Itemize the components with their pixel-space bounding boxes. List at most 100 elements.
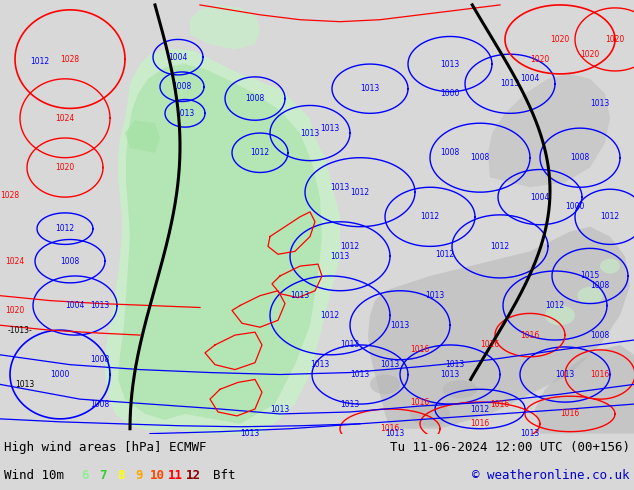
Polygon shape — [125, 120, 160, 153]
Text: 1012: 1012 — [470, 405, 489, 414]
Text: 1004: 1004 — [521, 74, 540, 83]
Text: 1024: 1024 — [5, 257, 25, 266]
Text: 1008: 1008 — [470, 153, 489, 162]
Text: 1013: 1013 — [360, 84, 380, 93]
Text: 1012: 1012 — [55, 224, 75, 233]
Text: 1013: 1013 — [340, 341, 359, 349]
Polygon shape — [118, 64, 322, 424]
Text: 1013: 1013 — [351, 370, 370, 379]
Text: 1008: 1008 — [91, 355, 110, 364]
Text: 1012: 1012 — [250, 148, 269, 157]
Text: 1020: 1020 — [550, 35, 569, 44]
Text: 1016: 1016 — [490, 399, 510, 409]
Text: 1000: 1000 — [440, 89, 460, 98]
Text: 1012: 1012 — [320, 311, 340, 320]
Text: 1013: 1013 — [15, 380, 35, 389]
Text: 1013: 1013 — [270, 405, 290, 414]
Text: -1013-: -1013- — [8, 326, 32, 335]
Text: 1013: 1013 — [441, 370, 460, 379]
Text: 1008: 1008 — [590, 281, 610, 290]
Text: 1000: 1000 — [566, 202, 585, 212]
Ellipse shape — [578, 287, 602, 305]
Text: 9: 9 — [135, 469, 143, 482]
Text: 1013: 1013 — [441, 60, 460, 69]
Text: 1015: 1015 — [580, 271, 600, 280]
Text: Tu 11-06-2024 12:00 UTC (00+156): Tu 11-06-2024 12:00 UTC (00+156) — [390, 441, 630, 454]
Text: 1008: 1008 — [245, 94, 264, 103]
Text: Wind 10m: Wind 10m — [4, 469, 64, 482]
Text: 1028: 1028 — [1, 191, 20, 199]
Text: 1020: 1020 — [580, 49, 600, 59]
Text: 1013: 1013 — [555, 370, 574, 379]
Text: Bft: Bft — [213, 469, 235, 482]
Text: 1012: 1012 — [340, 242, 359, 251]
Text: 1004: 1004 — [530, 193, 550, 201]
Text: 1013: 1013 — [301, 128, 320, 138]
Text: 1012: 1012 — [30, 57, 49, 66]
Text: 10: 10 — [150, 469, 164, 482]
Text: 1004: 1004 — [65, 301, 85, 310]
Text: 1008: 1008 — [60, 257, 80, 266]
Text: 1013: 1013 — [176, 109, 195, 118]
Text: 1016: 1016 — [560, 410, 579, 418]
Text: 1016: 1016 — [481, 341, 500, 349]
Text: 1008: 1008 — [172, 82, 191, 91]
Text: 1016: 1016 — [470, 419, 489, 428]
Text: 1020: 1020 — [5, 306, 25, 315]
Polygon shape — [190, 5, 260, 49]
Text: 1012: 1012 — [491, 242, 510, 251]
Ellipse shape — [545, 306, 575, 325]
Text: 1013: 1013 — [391, 321, 410, 330]
Ellipse shape — [410, 402, 450, 426]
Text: 12: 12 — [186, 469, 200, 482]
Text: 1016: 1016 — [380, 424, 399, 433]
Text: 1013: 1013 — [290, 291, 309, 300]
Text: 1004: 1004 — [168, 52, 188, 62]
Text: 1016: 1016 — [521, 331, 540, 340]
Text: 6: 6 — [81, 469, 89, 482]
Text: © weatheronline.co.uk: © weatheronline.co.uk — [472, 469, 630, 482]
Text: 1008: 1008 — [441, 148, 460, 157]
Text: 7: 7 — [100, 469, 107, 482]
Text: 1008: 1008 — [91, 399, 110, 409]
Text: 1013: 1013 — [330, 183, 349, 192]
Text: 1028: 1028 — [60, 54, 79, 64]
Text: 1016: 1016 — [410, 397, 430, 407]
Text: 8: 8 — [117, 469, 125, 482]
Text: 1013: 1013 — [340, 399, 359, 409]
Text: 1008: 1008 — [571, 153, 590, 162]
Text: 11: 11 — [167, 469, 183, 482]
Text: 1013: 1013 — [521, 429, 540, 438]
Text: 1013: 1013 — [385, 429, 404, 438]
Text: 1020: 1020 — [55, 163, 75, 172]
Text: 1020: 1020 — [605, 35, 624, 44]
Text: 1013: 1013 — [240, 429, 260, 438]
Text: 1013: 1013 — [380, 360, 399, 369]
Text: 1012: 1012 — [420, 212, 439, 221]
Text: 1013: 1013 — [320, 123, 340, 133]
Ellipse shape — [443, 380, 477, 398]
Text: 1016: 1016 — [410, 345, 430, 354]
Text: 1013: 1013 — [445, 360, 465, 369]
Text: 1000: 1000 — [50, 370, 70, 379]
Text: 1013: 1013 — [425, 291, 444, 300]
Text: 1012: 1012 — [351, 188, 370, 196]
Text: High wind areas [hPa] ECMWF: High wind areas [hPa] ECMWF — [4, 441, 207, 454]
Polygon shape — [368, 227, 630, 429]
Text: 1012: 1012 — [436, 250, 455, 259]
Text: 1012: 1012 — [545, 301, 564, 310]
Text: 1013: 1013 — [311, 360, 330, 369]
Ellipse shape — [370, 374, 400, 394]
Text: 1013: 1013 — [500, 79, 520, 88]
Text: 1016: 1016 — [590, 370, 610, 379]
Text: 1024: 1024 — [55, 114, 75, 123]
Polygon shape — [488, 74, 610, 187]
Polygon shape — [535, 345, 634, 434]
Ellipse shape — [600, 259, 620, 273]
Text: 1008: 1008 — [590, 331, 610, 340]
Polygon shape — [105, 49, 340, 434]
Text: 1013: 1013 — [91, 301, 110, 310]
Text: 1013: 1013 — [590, 99, 610, 108]
Text: 1013: 1013 — [330, 252, 349, 261]
Text: 1012: 1012 — [600, 212, 619, 221]
